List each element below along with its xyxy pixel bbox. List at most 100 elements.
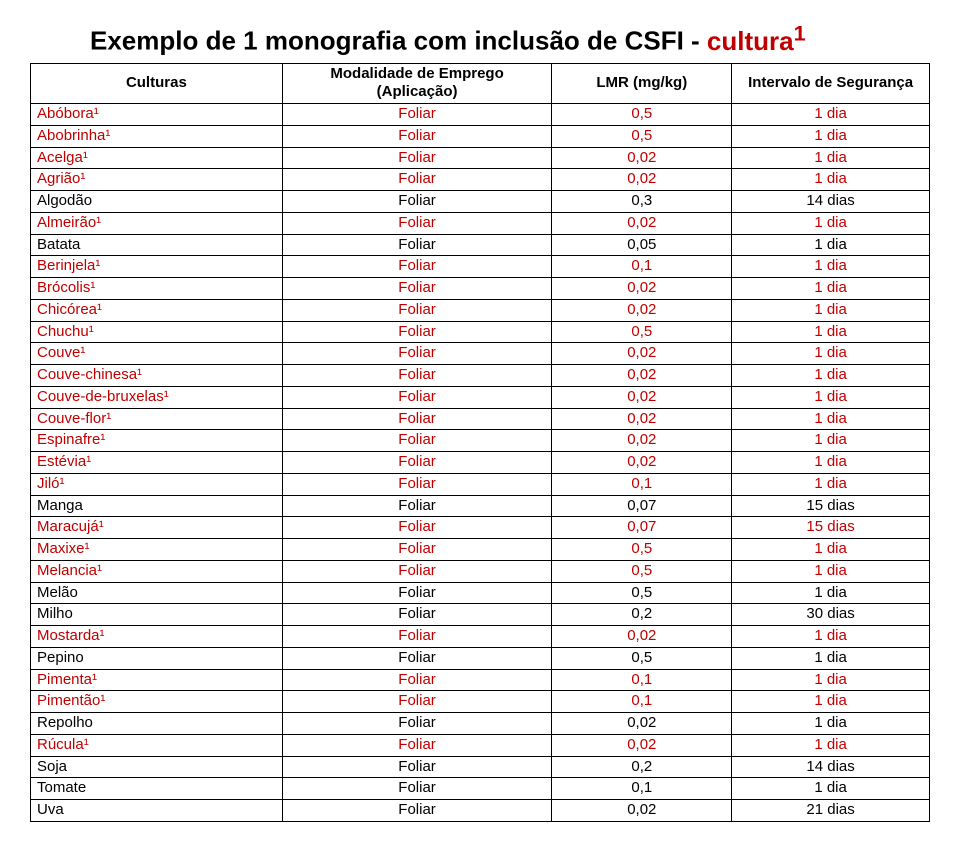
cell-cultura: Tomate <box>31 778 283 800</box>
cell-intervalo: 1 dia <box>732 343 930 365</box>
table-row: TomateFoliar0,11 dia <box>31 778 930 800</box>
cell-intervalo: 1 dia <box>732 669 930 691</box>
table-row: BatataFoliar0,051 dia <box>31 234 930 256</box>
cell-intervalo: 1 dia <box>732 147 930 169</box>
table-row: Melancia¹Foliar0,51 dia <box>31 560 930 582</box>
cell-cultura: Estévia¹ <box>31 452 283 474</box>
table-row: Pimentão¹Foliar0,11 dia <box>31 691 930 713</box>
cell-modalidade: Foliar <box>282 756 552 778</box>
table-row: Chuchu¹Foliar0,51 dia <box>31 321 930 343</box>
cell-modalidade: Foliar <box>282 191 552 213</box>
cell-intervalo: 14 dias <box>732 756 930 778</box>
table-row: Acelga¹Foliar0,021 dia <box>31 147 930 169</box>
cell-modalidade: Foliar <box>282 212 552 234</box>
page-title: Exemplo de 1 monografia com inclusão de … <box>30 20 930 57</box>
table-row: RepolhoFoliar0,021 dia <box>31 713 930 735</box>
cell-intervalo: 21 dias <box>732 800 930 822</box>
cell-lmr: 0,02 <box>552 212 732 234</box>
cell-modalidade: Foliar <box>282 234 552 256</box>
cell-modalidade: Foliar <box>282 560 552 582</box>
cell-intervalo: 1 dia <box>732 386 930 408</box>
cell-cultura: Algodão <box>31 191 283 213</box>
title-sup: 1 <box>794 20 806 45</box>
cell-cultura: Couve-chinesa¹ <box>31 365 283 387</box>
table-row: Maracujá¹Foliar0,0715 dias <box>31 517 930 539</box>
cell-modalidade: Foliar <box>282 278 552 300</box>
cell-intervalo: 1 dia <box>732 560 930 582</box>
cell-intervalo: 1 dia <box>732 647 930 669</box>
cell-intervalo: 1 dia <box>732 365 930 387</box>
cell-modalidade: Foliar <box>282 778 552 800</box>
table-row: MangaFoliar0,0715 dias <box>31 495 930 517</box>
cell-intervalo: 1 dia <box>732 125 930 147</box>
cell-modalidade: Foliar <box>282 626 552 648</box>
cell-lmr: 0,5 <box>552 560 732 582</box>
cell-lmr: 0,05 <box>552 234 732 256</box>
col-header-modalidade: Modalidade de Emprego (Aplicação) <box>282 63 552 104</box>
table-row: Couve-flor¹Foliar0,021 dia <box>31 408 930 430</box>
cell-cultura: Soja <box>31 756 283 778</box>
table-row: UvaFoliar0,0221 dias <box>31 800 930 822</box>
cell-cultura: Uva <box>31 800 283 822</box>
cell-lmr: 0,02 <box>552 343 732 365</box>
cell-cultura: Berinjela¹ <box>31 256 283 278</box>
cell-lmr: 0,5 <box>552 104 732 126</box>
cell-cultura: Manga <box>31 495 283 517</box>
cell-modalidade: Foliar <box>282 147 552 169</box>
table-row: Estévia¹Foliar0,021 dia <box>31 452 930 474</box>
cell-lmr: 0,5 <box>552 539 732 561</box>
cell-cultura: Almeirão¹ <box>31 212 283 234</box>
cell-cultura: Couve-flor¹ <box>31 408 283 430</box>
cell-lmr: 0,02 <box>552 278 732 300</box>
cell-cultura: Abóbora¹ <box>31 104 283 126</box>
cell-intervalo: 1 dia <box>732 734 930 756</box>
cell-modalidade: Foliar <box>282 343 552 365</box>
cell-modalidade: Foliar <box>282 604 552 626</box>
cell-lmr: 0,5 <box>552 582 732 604</box>
cell-cultura: Maracujá¹ <box>31 517 283 539</box>
cell-lmr: 0,1 <box>552 691 732 713</box>
cell-modalidade: Foliar <box>282 734 552 756</box>
cell-cultura: Agrião¹ <box>31 169 283 191</box>
cell-cultura: Maxixe¹ <box>31 539 283 561</box>
cell-intervalo: 1 dia <box>732 321 930 343</box>
table-row: Abóbora¹Foliar0,51 dia <box>31 104 930 126</box>
cell-intervalo: 1 dia <box>732 234 930 256</box>
cell-cultura: Pepino <box>31 647 283 669</box>
cell-intervalo: 1 dia <box>732 212 930 234</box>
cell-intervalo: 1 dia <box>732 582 930 604</box>
table-row: MilhoFoliar0,230 dias <box>31 604 930 626</box>
col-header-intervalo: Intervalo de Segurança <box>732 63 930 104</box>
title-prefix: Exemplo de 1 monografia com inclusão de … <box>90 26 707 56</box>
cell-lmr: 0,02 <box>552 452 732 474</box>
cell-lmr: 0,02 <box>552 430 732 452</box>
cell-lmr: 0,02 <box>552 734 732 756</box>
table-row: Brócolis¹Foliar0,021 dia <box>31 278 930 300</box>
table-row: Maxixe¹Foliar0,51 dia <box>31 539 930 561</box>
cell-modalidade: Foliar <box>282 169 552 191</box>
cell-modalidade: Foliar <box>282 452 552 474</box>
cell-intervalo: 1 dia <box>732 278 930 300</box>
cell-modalidade: Foliar <box>282 430 552 452</box>
cell-modalidade: Foliar <box>282 104 552 126</box>
cell-lmr: 0,5 <box>552 125 732 147</box>
cell-intervalo: 1 dia <box>732 299 930 321</box>
cell-intervalo: 14 dias <box>732 191 930 213</box>
cell-intervalo: 1 dia <box>732 256 930 278</box>
cell-modalidade: Foliar <box>282 386 552 408</box>
cell-modalidade: Foliar <box>282 713 552 735</box>
col-header-cultura: Culturas <box>31 63 283 104</box>
cell-modalidade: Foliar <box>282 321 552 343</box>
cell-modalidade: Foliar <box>282 800 552 822</box>
col-header-lmr: LMR (mg/kg) <box>552 63 732 104</box>
cell-cultura: Brócolis¹ <box>31 278 283 300</box>
cell-cultura: Rúcula¹ <box>31 734 283 756</box>
table-row: PepinoFoliar0,51 dia <box>31 647 930 669</box>
table-row: Rúcula¹Foliar0,021 dia <box>31 734 930 756</box>
table-row: Couve¹Foliar0,021 dia <box>31 343 930 365</box>
table-head: Culturas Modalidade de Emprego (Aplicaçã… <box>31 63 930 104</box>
cell-intervalo: 1 dia <box>732 626 930 648</box>
cell-cultura: Repolho <box>31 713 283 735</box>
cell-modalidade: Foliar <box>282 299 552 321</box>
cell-intervalo: 1 dia <box>732 539 930 561</box>
